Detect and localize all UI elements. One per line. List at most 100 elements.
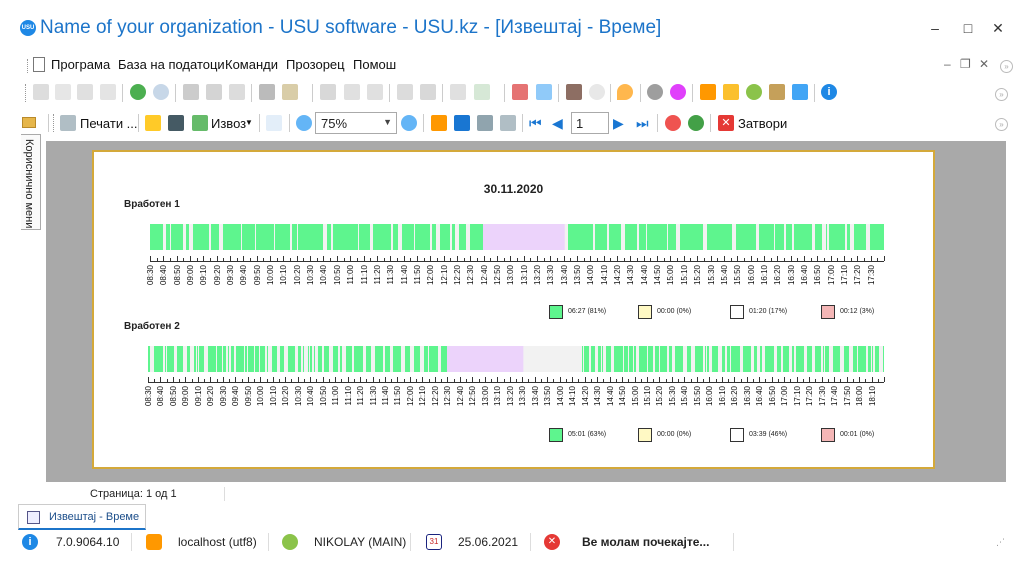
time-tick-label: 14:00 bbox=[555, 386, 565, 407]
user-menu-tab[interactable]: Кориснично мени bbox=[21, 134, 41, 230]
menu-grip-handle[interactable] bbox=[27, 59, 30, 73]
export-icon[interactable] bbox=[192, 115, 208, 131]
axis-tick bbox=[683, 256, 685, 261]
search-icon[interactable] bbox=[153, 84, 169, 100]
lock-icon[interactable] bbox=[723, 84, 739, 100]
last-page-icon[interactable]: ⏭ bbox=[636, 115, 649, 131]
timeline-active-segment bbox=[303, 346, 304, 372]
refresh-icon[interactable] bbox=[688, 115, 704, 131]
toolbar-options-icon[interactable]: » bbox=[1000, 60, 1013, 73]
menu-database[interactable]: База на податоци bbox=[118, 57, 225, 72]
axis-tick bbox=[547, 377, 549, 382]
zoom-select[interactable]: 75% ▼ bbox=[315, 112, 397, 134]
open-folder-icon[interactable] bbox=[145, 115, 161, 131]
info-icon: i bbox=[22, 534, 38, 550]
toolbar-grip-handle[interactable] bbox=[25, 84, 28, 102]
close-report-button[interactable]: Затвори bbox=[738, 116, 788, 131]
printer-icon[interactable] bbox=[60, 115, 76, 131]
time-tick-label: 13:10 bbox=[519, 265, 529, 286]
save-icon[interactable] bbox=[168, 115, 184, 131]
color-palette-icon[interactable] bbox=[670, 84, 686, 100]
refresh-disabled-icon[interactable] bbox=[33, 84, 49, 100]
reload-icon[interactable] bbox=[130, 84, 146, 100]
find-icon[interactable] bbox=[477, 115, 493, 131]
toolbar2-options-icon[interactable]: » bbox=[995, 118, 1008, 131]
timeline-active-segment bbox=[625, 224, 637, 250]
new-window-icon[interactable] bbox=[512, 84, 528, 100]
chevron-down-icon[interactable]: ▼ bbox=[383, 117, 392, 127]
axis-tick bbox=[272, 377, 274, 382]
axis-tick bbox=[166, 379, 168, 382]
time-tick-label: 18:00 bbox=[855, 386, 865, 407]
info-icon[interactable]: i bbox=[821, 84, 837, 100]
filter-icon[interactable] bbox=[183, 84, 199, 100]
time-tick-label: 09:30 bbox=[218, 386, 228, 407]
export-button[interactable]: Извоз bbox=[211, 116, 247, 131]
first-page-icon[interactable]: ⏮ bbox=[529, 115, 542, 131]
page-setup-icon[interactable] bbox=[266, 115, 282, 131]
parameters-icon[interactable] bbox=[500, 115, 516, 131]
maximize-button[interactable]: □ bbox=[963, 20, 973, 36]
axis-tick bbox=[154, 379, 156, 382]
minimize-button[interactable]: – bbox=[931, 20, 939, 36]
previous-page-icon[interactable]: ◀ bbox=[552, 115, 563, 131]
tab-report-time[interactable]: Извештај - Време bbox=[18, 504, 146, 530]
exit-icon[interactable] bbox=[566, 84, 582, 100]
filter-clear-icon[interactable] bbox=[206, 84, 222, 100]
axis-tick bbox=[285, 377, 287, 382]
tools-icon[interactable] bbox=[792, 84, 808, 100]
menu-program[interactable]: Програма bbox=[51, 57, 111, 72]
axis-tick bbox=[865, 379, 867, 382]
delete-icon[interactable] bbox=[100, 84, 116, 100]
mdi-close-icon[interactable]: ✕ bbox=[979, 57, 990, 71]
mdi-restore-icon[interactable]: ❐ bbox=[960, 57, 971, 71]
folder-icon[interactable] bbox=[22, 117, 36, 128]
flag-icon[interactable] bbox=[259, 84, 275, 100]
timeline-active-segment bbox=[429, 346, 438, 372]
close-button[interactable]: ✕ bbox=[992, 20, 1004, 36]
menu-window[interactable]: Прозорец bbox=[286, 57, 345, 72]
page-number-input[interactable]: 1 bbox=[571, 112, 609, 134]
edit-icon[interactable] bbox=[77, 84, 93, 100]
toolbar2-grip-handle[interactable] bbox=[53, 114, 56, 132]
import-icon[interactable] bbox=[450, 84, 466, 100]
close-report-icon[interactable]: ✕ bbox=[718, 115, 734, 131]
copy-icon[interactable] bbox=[55, 84, 71, 100]
stop-icon[interactable] bbox=[665, 115, 681, 131]
location-pin-icon[interactable] bbox=[617, 84, 633, 100]
hierarchy-icon[interactable] bbox=[431, 115, 447, 131]
filter-settings-icon[interactable] bbox=[229, 84, 245, 100]
window-close-icon[interactable] bbox=[536, 84, 552, 100]
zoom-in-icon[interactable] bbox=[296, 115, 312, 131]
menu-help[interactable]: Помош bbox=[353, 57, 397, 72]
axis-tick bbox=[810, 258, 812, 261]
timeline-active-segment bbox=[602, 346, 603, 372]
mdi-minimize-icon[interactable]: – bbox=[944, 57, 951, 71]
menu-commands[interactable]: Команди bbox=[225, 57, 278, 72]
toolbar1-options-icon[interactable]: » bbox=[995, 88, 1008, 101]
export-excel-icon[interactable] bbox=[474, 84, 490, 100]
print-button[interactable]: Печати ... bbox=[80, 116, 138, 131]
image-icon[interactable] bbox=[282, 84, 298, 100]
timeline-active-segment bbox=[148, 346, 150, 372]
timeline-active-segment bbox=[288, 346, 295, 372]
zoom-out-icon[interactable] bbox=[401, 115, 417, 131]
export-dropdown-icon[interactable]: ▼ bbox=[245, 118, 253, 127]
columns-icon[interactable] bbox=[320, 84, 336, 100]
note-icon[interactable] bbox=[420, 84, 436, 100]
axis-tick bbox=[247, 377, 249, 382]
settings-gear-icon[interactable] bbox=[647, 84, 663, 100]
axis-tick bbox=[584, 377, 586, 382]
collapse-icon[interactable] bbox=[367, 84, 383, 100]
users-icon[interactable] bbox=[769, 84, 785, 100]
axis-tick bbox=[278, 379, 280, 382]
resize-grip-icon[interactable]: ⋰ bbox=[996, 537, 1005, 547]
insert-icon[interactable] bbox=[397, 84, 413, 100]
layout-icon[interactable] bbox=[454, 115, 470, 131]
expand-icon[interactable] bbox=[344, 84, 360, 100]
axis-tick bbox=[391, 379, 393, 382]
forward-icon[interactable] bbox=[589, 84, 605, 100]
user-icon[interactable] bbox=[746, 84, 762, 100]
next-page-icon[interactable]: ▶ bbox=[613, 115, 624, 131]
rss-icon[interactable] bbox=[700, 84, 716, 100]
